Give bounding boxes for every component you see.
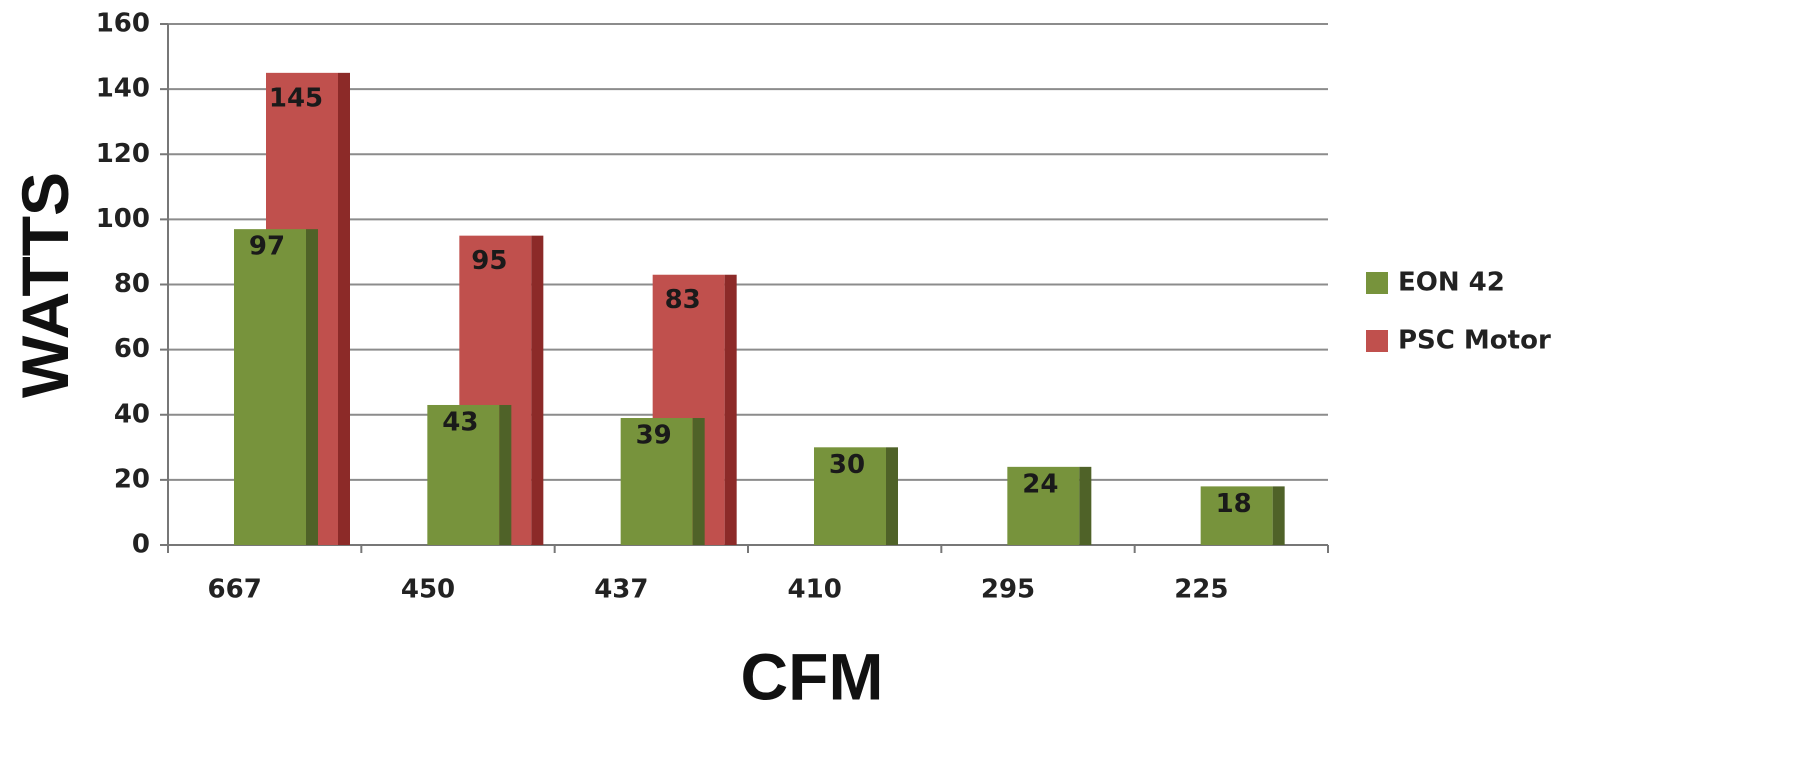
eon-bar-face (234, 229, 306, 546)
psc-data-label: 145 (269, 83, 323, 113)
eon-bar-face (427, 404, 500, 545)
eon-data-label: 39 (636, 421, 672, 451)
legend-label: EON 42 (1398, 268, 1505, 298)
eon-bar-side (1079, 466, 1092, 545)
y-tick-label: 160 (96, 9, 150, 39)
eon-bar (814, 447, 898, 545)
eon-bar-side (499, 404, 512, 545)
y-axis-title: WATTS (8, 172, 82, 398)
eon-bar (1200, 486, 1285, 545)
eon-bar-side (1272, 486, 1285, 545)
eon-bar (620, 418, 705, 545)
x-tick-label: 450 (401, 575, 455, 605)
y-tick-label: 100 (96, 204, 150, 234)
legend-swatch (1366, 330, 1388, 352)
eon-bar-face (620, 418, 693, 545)
tick-labels: 0 20 40 60 80 100 120 140 160 667 450 437 410 295 225 (96, 9, 1229, 605)
legend-label: PSC Motor (1398, 326, 1551, 356)
psc-bar-side (338, 72, 350, 545)
legend-swatch (1366, 272, 1388, 294)
eon-bar-side (886, 447, 898, 545)
x-tick-label: 667 (208, 575, 262, 605)
eon-data-label: 24 (1022, 469, 1058, 499)
gridlines (168, 23, 1328, 481)
y-tick-label: 140 (96, 74, 150, 104)
psc-bar-side (724, 274, 737, 545)
eon-data-label: 43 (442, 407, 478, 437)
eon-data-label: 18 (1216, 489, 1252, 519)
x-tick-label: 410 (788, 575, 842, 605)
x-tick-label: 295 (981, 575, 1035, 605)
eon-bar (1007, 466, 1092, 545)
eon-bar-face (1200, 486, 1273, 545)
x-tick-label: 437 (594, 575, 648, 605)
legend: EON 42 PSC Motor (1366, 268, 1551, 356)
psc-data-label: 95 (471, 246, 507, 276)
eon-bar (234, 229, 318, 546)
bars (234, 72, 1285, 546)
psc-data-label: 83 (665, 285, 701, 315)
y-tick-label: 120 (96, 139, 150, 169)
eon-bar-face (1007, 466, 1080, 545)
axes (160, 23, 1329, 553)
y-tick-label: 80 (114, 269, 150, 299)
eon-bar (427, 404, 512, 545)
y-tick-label: 40 (114, 399, 150, 429)
eon-data-label: 97 (249, 232, 285, 262)
x-tick-label: 225 (1174, 575, 1228, 605)
y-tick-label: 0 (132, 530, 150, 560)
y-tick-label: 20 (114, 464, 150, 494)
x-axis-title: CFM (741, 639, 884, 713)
eon-bar-side (692, 418, 705, 545)
y-tick-label: 60 (114, 334, 150, 364)
eon-bar-side (306, 229, 318, 546)
psc-bar-side (531, 235, 544, 545)
data-labels: 145 95 83 97 43 39 30 24 18 (249, 83, 1252, 519)
eon-bar-face (814, 447, 886, 545)
eon-data-label: 30 (829, 450, 865, 480)
